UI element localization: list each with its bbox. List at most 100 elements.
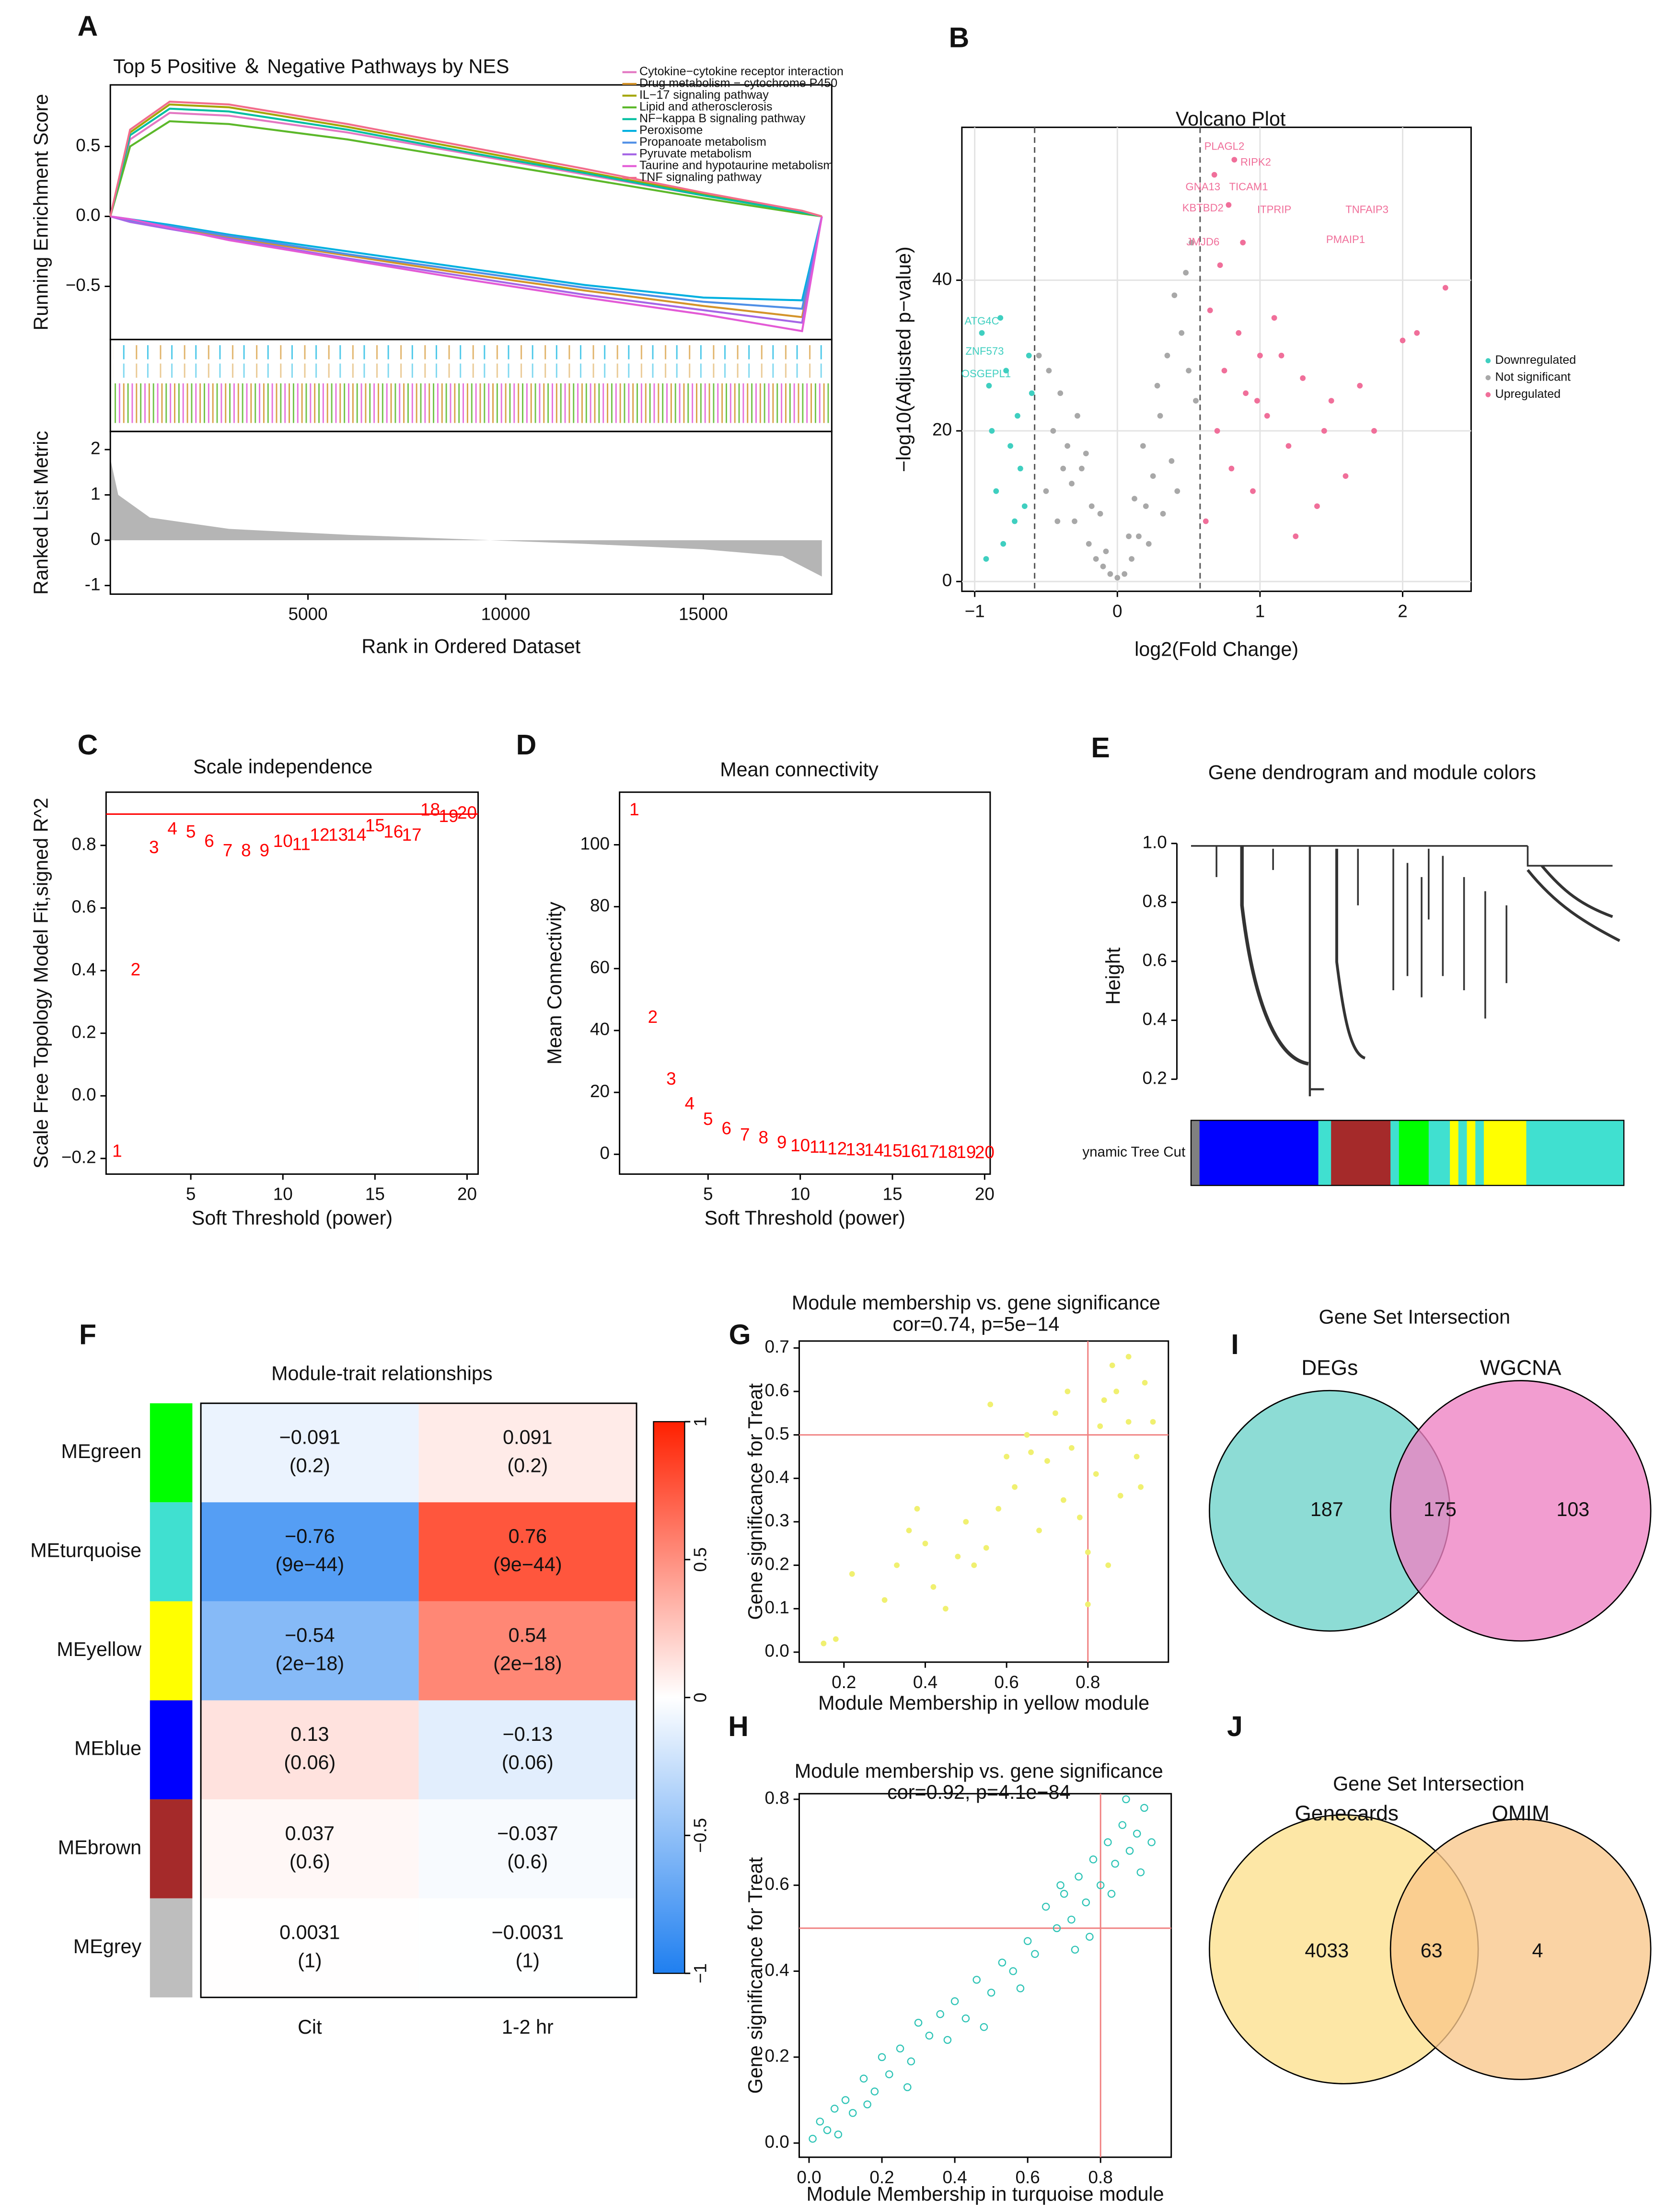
point bbox=[1031, 1950, 1039, 1958]
cell-p-value: (1) bbox=[298, 1949, 322, 1971]
y-tick-label: 0.4 bbox=[71, 960, 96, 979]
heatmap-cell bbox=[201, 1403, 419, 1503]
panel-letter: J bbox=[1227, 1711, 1243, 1742]
point bbox=[1044, 1458, 1050, 1464]
x-axis-label: log2(Fold Change) bbox=[1134, 638, 1298, 660]
point bbox=[1053, 1924, 1061, 1933]
point bbox=[1043, 488, 1049, 494]
legend-label: IL−17 signaling pathway bbox=[639, 88, 769, 102]
y-tick-label: 0 bbox=[91, 529, 101, 549]
point bbox=[870, 2087, 879, 2096]
point bbox=[1082, 1898, 1090, 1907]
point bbox=[834, 2130, 843, 2139]
heatmap-cell bbox=[201, 1799, 419, 1899]
set-name: Genecards bbox=[1295, 1802, 1398, 1825]
point bbox=[823, 2126, 832, 2134]
point bbox=[881, 1597, 888, 1603]
cell-value: 0.54 bbox=[509, 1624, 547, 1646]
legend-label: Upregulated bbox=[1495, 387, 1561, 401]
heatmap-cell bbox=[201, 1700, 419, 1800]
x-tick-label: 0.8 bbox=[1076, 1672, 1100, 1692]
gene-label: ITPRIP bbox=[1257, 203, 1291, 215]
point-label: 13 bbox=[328, 825, 348, 845]
module-bar-label: ynamic Tree Cut bbox=[1082, 1144, 1185, 1160]
module-segment bbox=[1467, 1120, 1476, 1186]
point bbox=[863, 2100, 871, 2108]
y-tick-label: 0.4 bbox=[1143, 1009, 1167, 1029]
legend-label: Pyruvate metabolism bbox=[639, 147, 752, 161]
point bbox=[1024, 1432, 1030, 1438]
series-line bbox=[109, 120, 822, 218]
y-tick-label: 0.5 bbox=[765, 1424, 789, 1443]
point-label: 9 bbox=[260, 841, 270, 860]
branch bbox=[1215, 845, 1430, 920]
y-axis-label: Gene significance for Treat bbox=[744, 1383, 766, 1620]
point bbox=[1133, 1830, 1141, 1838]
point bbox=[1107, 1889, 1116, 1898]
y-tick-label: 0.6 bbox=[765, 1380, 789, 1400]
point-label: 3 bbox=[149, 837, 159, 857]
point bbox=[1068, 1445, 1075, 1451]
row-color bbox=[150, 1502, 193, 1601]
module-segment bbox=[1450, 1120, 1459, 1186]
y-tick-label: 0.0 bbox=[765, 2132, 789, 2152]
chart-title: Volcano Plot bbox=[1176, 108, 1286, 130]
point bbox=[1236, 330, 1242, 336]
point bbox=[1171, 292, 1178, 298]
point bbox=[1111, 1860, 1119, 1868]
plot-frame bbox=[798, 1340, 1169, 1663]
x-tick-label: 0.8 bbox=[1088, 2167, 1113, 2187]
branch bbox=[1240, 845, 1309, 1066]
point bbox=[1147, 1838, 1156, 1846]
y-tick-label: 0 bbox=[600, 1143, 610, 1163]
point bbox=[894, 1562, 900, 1568]
point bbox=[983, 556, 989, 562]
set-count: 175 bbox=[1424, 1498, 1457, 1520]
heatmap-cell bbox=[418, 1799, 637, 1899]
point-label: 18 bbox=[938, 1142, 958, 1161]
y-axis-label: Height bbox=[1102, 947, 1124, 1005]
set-count: 187 bbox=[1310, 1498, 1343, 1520]
point bbox=[1046, 368, 1052, 374]
point bbox=[1132, 496, 1137, 502]
point bbox=[1113, 1389, 1120, 1394]
x-tick-label: 5 bbox=[186, 1184, 196, 1204]
cell-value: 0.0031 bbox=[279, 1921, 340, 1943]
cell-p-value: (2e−18) bbox=[276, 1653, 345, 1675]
y-tick-label: 40 bbox=[590, 1019, 610, 1039]
point bbox=[1026, 352, 1032, 359]
point bbox=[1107, 571, 1113, 577]
x-tick-label: 10 bbox=[790, 1184, 810, 1204]
module-segment bbox=[1318, 1120, 1332, 1186]
cell-value: −0.54 bbox=[285, 1624, 335, 1646]
heatmap-frame bbox=[200, 1402, 637, 1998]
point bbox=[1278, 352, 1285, 359]
set-count: 4 bbox=[1532, 1940, 1543, 1962]
point bbox=[1414, 330, 1420, 336]
point bbox=[1000, 541, 1007, 547]
heatmap-cell bbox=[201, 1502, 419, 1601]
legend-label: Lipid and atherosclerosis bbox=[639, 100, 772, 114]
point-label: 10 bbox=[790, 1135, 810, 1155]
module-segment bbox=[1199, 1120, 1319, 1186]
point bbox=[1125, 1419, 1132, 1425]
set-circle bbox=[1389, 1380, 1652, 1642]
panel-letter: E bbox=[1091, 732, 1110, 764]
point-label: 6 bbox=[204, 831, 214, 851]
legend-swatch bbox=[1485, 358, 1491, 363]
x-tick-label: 0 bbox=[1112, 602, 1123, 621]
chart-subtitle: cor=0.74, p=5e−14 bbox=[892, 1313, 1059, 1335]
cell-value: −0.0031 bbox=[492, 1921, 564, 1943]
point bbox=[1240, 240, 1246, 245]
cell-p-value: (9e−44) bbox=[276, 1553, 345, 1575]
point bbox=[1300, 375, 1306, 381]
point-label: 11 bbox=[292, 834, 311, 854]
module-segment bbox=[1526, 1120, 1624, 1186]
y-tick-label: 0.2 bbox=[765, 2046, 789, 2066]
point bbox=[903, 2083, 912, 2091]
point-label: 10 bbox=[273, 831, 293, 851]
y-axis-label: Mean Connectivity bbox=[544, 902, 566, 1065]
colorbar-tick-label: 0.5 bbox=[691, 1547, 710, 1572]
point bbox=[1134, 1454, 1140, 1459]
point bbox=[1021, 503, 1028, 510]
